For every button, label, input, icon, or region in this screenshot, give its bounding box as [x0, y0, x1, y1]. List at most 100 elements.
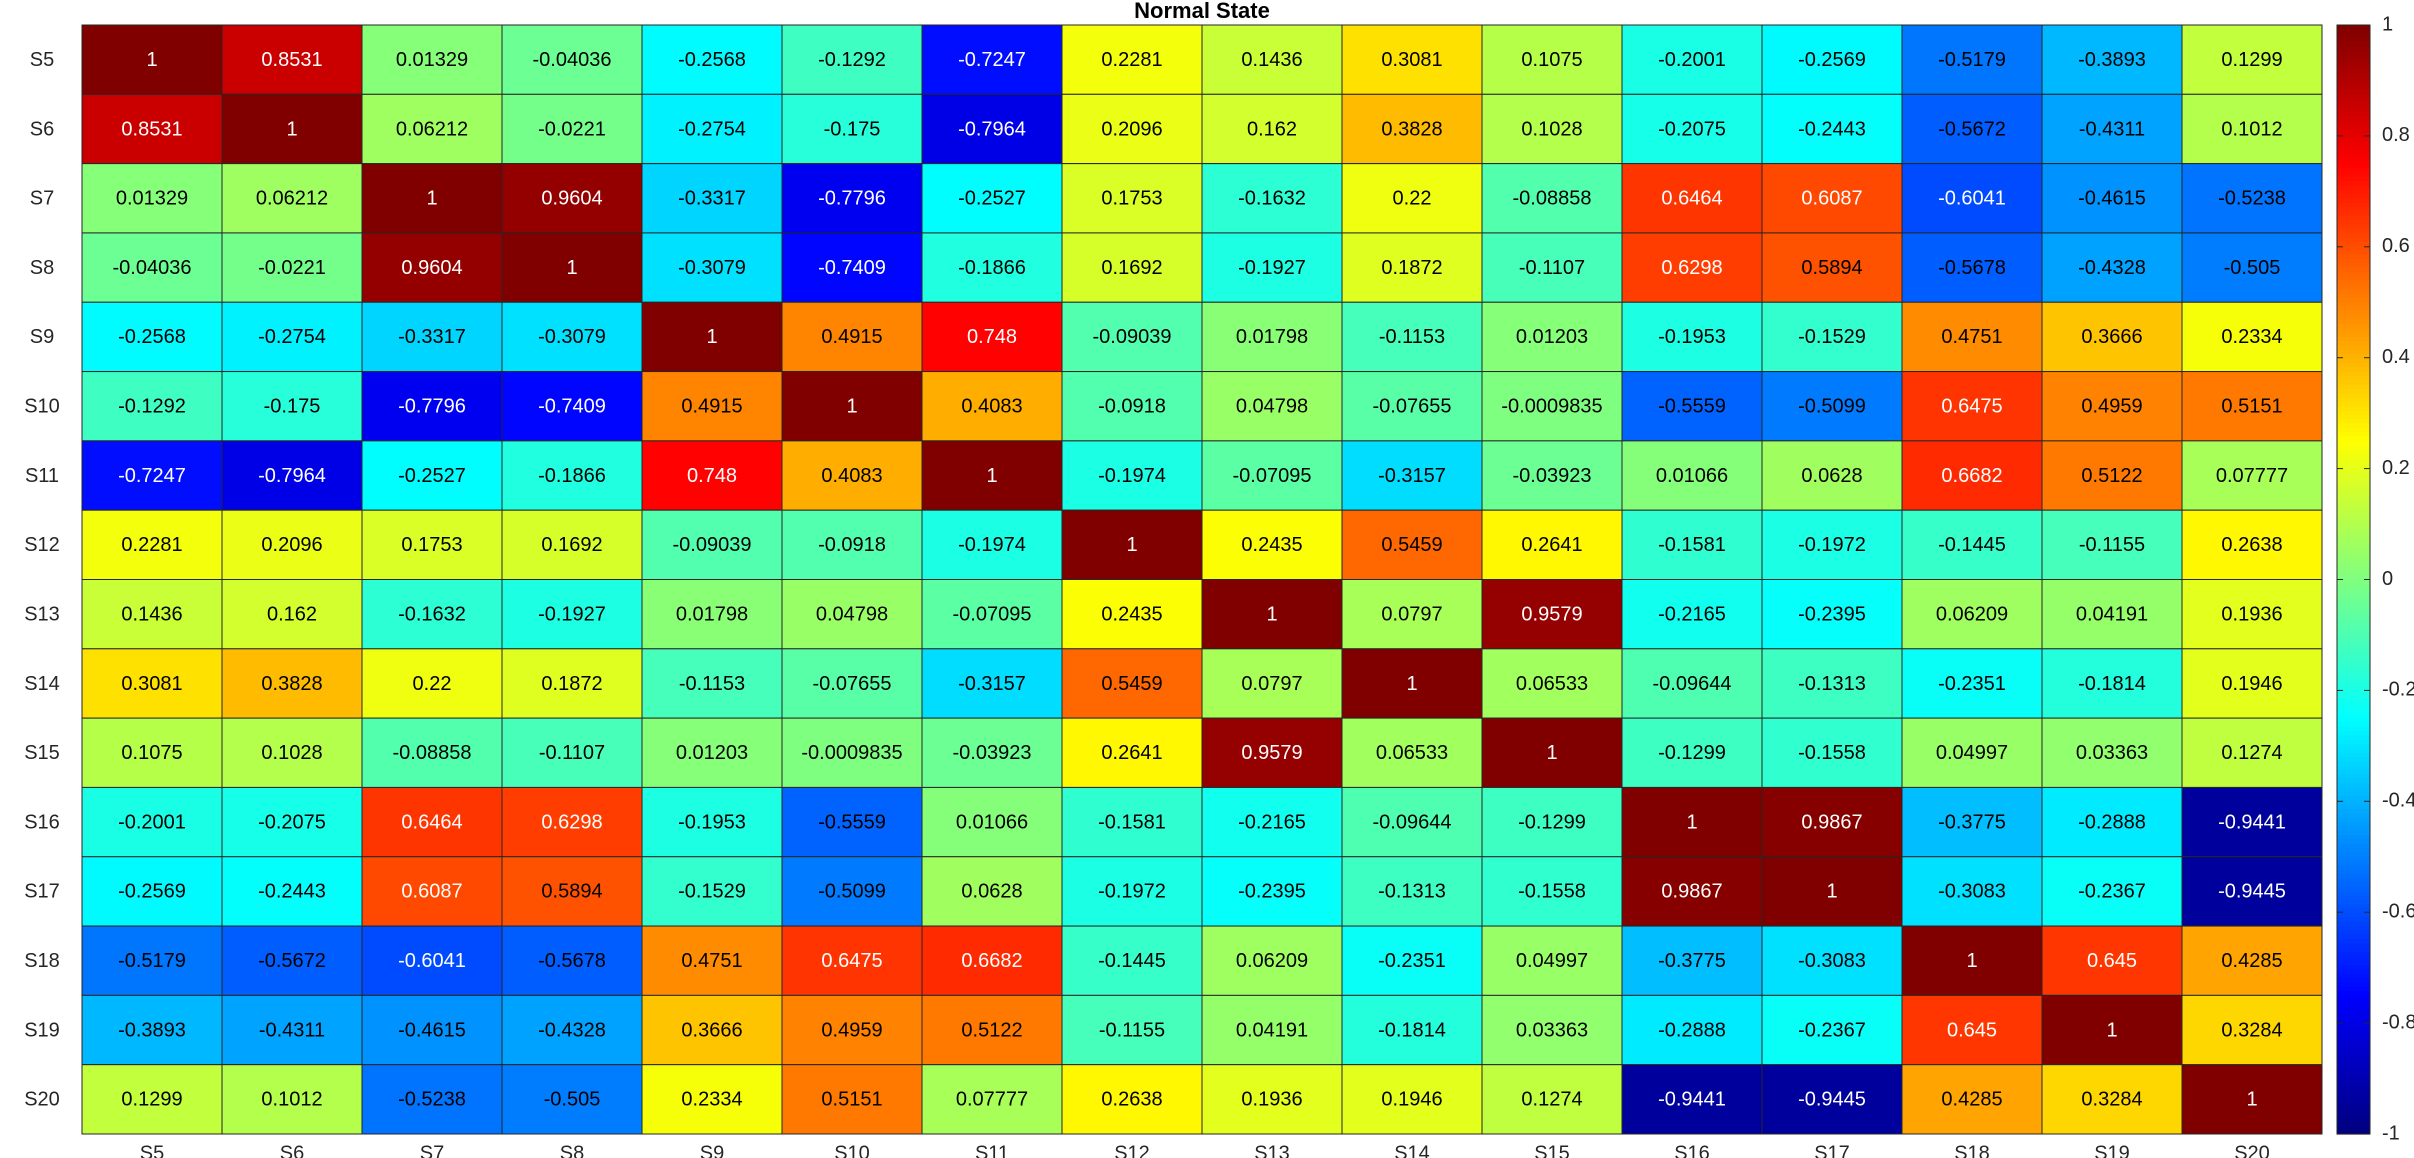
- colorbar-segment: [2337, 94, 2370, 100]
- heatmap-cell-label: -0.2351: [1938, 673, 2006, 695]
- heatmap-cell-label: -0.3317: [398, 326, 466, 348]
- heatmap-cell: [81, 786, 223, 858]
- colorbar-segment: [2337, 540, 2370, 546]
- colorbar-segment: [2337, 89, 2370, 95]
- heatmap-cell-label: 0.1012: [2221, 118, 2282, 140]
- x-tick-label: S14: [1394, 1143, 1430, 1158]
- heatmap-cell-label: -0.3775: [1938, 811, 2006, 833]
- heatmap-cell-label: 0.1753: [401, 534, 462, 556]
- heatmap-cell: [641, 232, 783, 303]
- colorbar-segment: [2337, 245, 2370, 251]
- heatmap-cell-label: 0.04798: [1236, 396, 1308, 418]
- colorbar-segment: [2337, 124, 2370, 130]
- colorbar-tick-label: 0.6: [2382, 235, 2410, 257]
- x-tick-label: S5: [140, 1143, 164, 1158]
- colorbar-segment: [2337, 583, 2370, 589]
- heatmap-cell-label: -0.1972: [1098, 881, 1166, 903]
- heatmap-cell-label: -0.5099: [1798, 396, 1866, 418]
- heatmap-cell-label: -0.1972: [1798, 534, 1866, 556]
- colorbar-segment: [2337, 419, 2370, 425]
- colorbar-segment: [2337, 1116, 2370, 1122]
- colorbar-segment: [2337, 302, 2370, 308]
- y-tick-label: S12: [24, 534, 60, 556]
- colorbar-segment: [2337, 33, 2370, 39]
- colorbar-segment: [2337, 107, 2370, 113]
- colorbar-segment: [2337, 878, 2370, 884]
- heatmap-cell-label: -0.0009835: [801, 742, 902, 764]
- heatmap-cell: [361, 648, 503, 719]
- heatmap-cell: [641, 786, 783, 858]
- colorbar-segment: [2337, 189, 2370, 195]
- heatmap-cell: [1761, 786, 1903, 858]
- colorbar-segment: [2337, 965, 2370, 970]
- heatmap-cell: [1341, 925, 1483, 996]
- heatmap-cell-label: 0.01329: [396, 49, 468, 71]
- heatmap-cell-label: -0.5179: [118, 950, 186, 972]
- heatmap-cell: [1201, 440, 1343, 511]
- heatmap-cell-label: 0.04191: [1236, 1019, 1308, 1041]
- heatmap-cell: [2041, 717, 2183, 788]
- colorbar-segment: [2337, 25, 2370, 30]
- heatmap-cell-label: -0.07095: [1233, 465, 1312, 487]
- heatmap-cell-label: -0.2568: [118, 326, 186, 348]
- heatmap-cell-label: 0.2096: [1101, 118, 1162, 140]
- heatmap-cell: [781, 509, 923, 580]
- heatmap-cell: [361, 93, 503, 165]
- heatmap-cell: [2181, 579, 2323, 650]
- heatmap-cell-label: -0.1953: [678, 811, 746, 833]
- heatmap-cell: [221, 93, 363, 165]
- colorbar-segment: [2337, 1043, 2370, 1048]
- colorbar-segment: [2337, 505, 2370, 511]
- heatmap-cell-label: -0.1155: [1099, 1019, 1165, 1041]
- heatmap-cell-label: 0.6682: [1941, 465, 2002, 487]
- heatmap-cell-label: -0.04036: [533, 49, 612, 71]
- heatmap-cell: [1761, 301, 1903, 373]
- heatmap-cell-label: -0.3079: [678, 257, 746, 279]
- heatmap-cell-label: -0.1927: [538, 603, 606, 625]
- colorbar-segment: [2337, 1034, 2370, 1040]
- colorbar-segment: [2337, 982, 2370, 988]
- heatmap-cell: [2181, 786, 2323, 858]
- colorbar-segment: [2337, 904, 2370, 910]
- colorbar-tick-label: 0.8: [2382, 124, 2410, 146]
- heatmap-cell-label: -0.1581: [1098, 811, 1166, 833]
- heatmap-cell-label: 0.1028: [1521, 118, 1582, 140]
- heatmap-cell-label: 0.4751: [1941, 326, 2002, 348]
- colorbar-segment: [2337, 284, 2370, 290]
- colorbar-segment: [2337, 510, 2370, 516]
- heatmap-cell-label: 1: [986, 465, 997, 487]
- heatmap-cell: [1621, 93, 1763, 165]
- colorbar-segment: [2337, 609, 2370, 615]
- colorbar-segment: [2337, 128, 2370, 134]
- heatmap-cell: [781, 1064, 923, 1135]
- heatmap-cell: [1061, 371, 1203, 442]
- colorbar-segment: [2337, 640, 2370, 646]
- heatmap-cell-label: 1: [1546, 742, 1557, 764]
- heatmap-cell: [641, 648, 783, 719]
- colorbar-segment: [2337, 791, 2370, 797]
- heatmap-cell-label: -0.4328: [2078, 257, 2146, 279]
- y-tick-label: S20: [24, 1089, 60, 1111]
- heatmap-cell-label: 0.01798: [676, 603, 748, 625]
- heatmap-cell: [2041, 786, 2183, 858]
- colorbar-segment: [2337, 705, 2370, 711]
- heatmap-cell-label: 0.9604: [541, 188, 602, 210]
- heatmap-cell-label: 0.1936: [1241, 1089, 1302, 1111]
- heatmap-cell-label: 0.0628: [961, 881, 1022, 903]
- heatmap-cell: [1061, 232, 1203, 303]
- heatmap-cell-label: 0.04191: [2076, 603, 2148, 625]
- heatmap-cell: [2041, 24, 2183, 95]
- colorbar-segment: [2337, 843, 2370, 849]
- heatmap-cell: [81, 232, 223, 303]
- heatmap-cell-label: -0.3157: [958, 673, 1026, 695]
- heatmap-cell: [361, 925, 503, 996]
- colorbar-segment: [2337, 969, 2370, 975]
- colorbar-segment: [2337, 588, 2370, 594]
- colorbar-segment: [2337, 1017, 2370, 1022]
- heatmap-cell-label: 0.5459: [1381, 534, 1442, 556]
- colorbar-segment: [2337, 488, 2370, 494]
- heatmap-cell-label: 0.1028: [261, 742, 322, 764]
- heatmap-cell: [781, 440, 923, 511]
- heatmap-cell-label: 1: [706, 326, 717, 348]
- colorbar-segment: [2337, 973, 2370, 979]
